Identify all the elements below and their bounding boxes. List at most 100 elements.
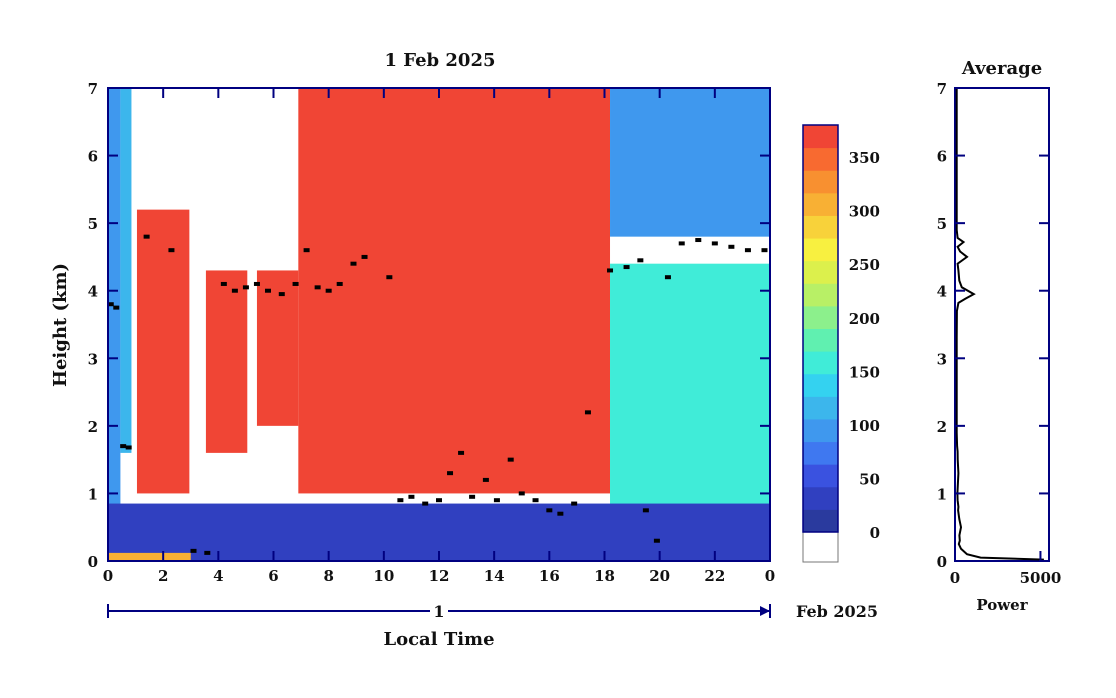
colorbar-tick-label: 200 — [849, 310, 880, 328]
cloud-base-point — [458, 450, 465, 455]
y-tick-label: 3 — [88, 350, 98, 368]
colorbar-swatch — [803, 283, 838, 307]
average-x-axis-label: Power — [976, 596, 1028, 614]
colorbar-swatch — [803, 396, 838, 420]
cloud-base-point — [728, 244, 735, 249]
average-power-line — [955, 88, 1044, 561]
cloud-base-point — [204, 550, 211, 555]
x-tick-label: 4 — [213, 567, 223, 585]
cloud-base-point — [113, 305, 120, 310]
colorbar-swatch — [803, 305, 838, 329]
colorbar-swatch — [803, 238, 838, 262]
y-tick-label: 5 — [88, 215, 98, 233]
heatmap-region — [136, 209, 190, 494]
date-range-bar: 1 Feb 2025 — [107, 602, 878, 621]
colorbar-swatch — [803, 441, 838, 465]
average-y-tick-label: 5 — [937, 215, 947, 233]
cloud-base-point — [397, 498, 404, 503]
cloud-base-point — [314, 285, 321, 290]
cloud-base-point — [469, 494, 476, 499]
colorbar-swatch — [803, 125, 838, 149]
cloud-base-point — [571, 501, 578, 506]
colorbar-tick-label: 50 — [859, 470, 880, 488]
average-y-tick-label: 7 — [937, 80, 947, 98]
heatmap-y-ticks: 0 1 2 3 4 5 6 7 — [88, 80, 770, 571]
colorbar-swatch — [803, 328, 838, 352]
heatmap-region — [298, 88, 611, 494]
cloud-base-point — [336, 281, 343, 286]
colorbar-swatch — [803, 170, 838, 194]
x-tick-label: 22 — [704, 567, 725, 585]
cloud-base-point — [231, 288, 238, 293]
x-tick-label: 0 — [765, 567, 775, 585]
colorbar-swatch — [803, 418, 838, 443]
colorbar-tick-label: 250 — [849, 256, 880, 274]
heatmap-x-ticks: 0 2 4 6 8 10 12 14 16 18 20 22 0 — [103, 88, 775, 585]
x-tick-label: 12 — [429, 567, 450, 585]
average-frame — [954, 87, 1050, 562]
colorbar-frame — [802, 124, 839, 533]
cloud-base-point — [584, 410, 591, 415]
cloud-base-point — [744, 248, 751, 253]
cloud-base-point — [653, 538, 660, 543]
heatmap-cells — [108, 88, 770, 561]
average-y-tick-label: 1 — [937, 485, 947, 503]
average-y-tick-label: 2 — [937, 418, 947, 436]
colorbar: 0 50 100 150 200 250 300 350 — [802, 124, 880, 563]
cloud-base-point — [220, 281, 227, 286]
average-y-tick-label: 4 — [937, 283, 947, 301]
heatmap-title: 1 Feb 2025 — [385, 50, 496, 71]
y-tick-label: 7 — [88, 80, 98, 98]
cloud-base-point — [532, 498, 539, 503]
colorbar-swatch — [803, 373, 838, 397]
heatmap-region — [120, 88, 132, 453]
cloud-base-point — [350, 261, 357, 266]
colorbar-tick-label: 0 — [870, 524, 880, 542]
colorbar-swatch — [803, 509, 838, 533]
cloud-base-point — [303, 248, 310, 253]
cloud-base-point — [507, 457, 514, 462]
cloud-base-point — [168, 248, 175, 253]
average-y-tick-label: 6 — [937, 148, 947, 166]
colorbar-tick-label: 350 — [849, 149, 880, 167]
x-tick-label: 18 — [594, 567, 615, 585]
cloud-base-point — [253, 281, 260, 286]
colorbar-swatch — [803, 192, 838, 216]
cloud-base-point — [361, 254, 368, 259]
heatmap-region — [610, 88, 770, 237]
cloud-base-point — [546, 508, 553, 513]
average-title: Average — [961, 58, 1042, 79]
colorbar-swatch — [803, 215, 838, 239]
cloud-base-point — [292, 281, 299, 286]
x-tick-label: 14 — [484, 567, 505, 585]
cloud-base-point — [120, 444, 127, 449]
cloud-base-point — [711, 241, 718, 246]
cloud-base-point — [482, 477, 489, 482]
cloud-base-point — [264, 288, 271, 293]
x-tick-label: 8 — [323, 567, 333, 585]
x-tick-label: 6 — [268, 567, 278, 585]
cloud-base-point — [436, 498, 442, 503]
cloud-base-point — [107, 302, 114, 307]
cloud-base-point — [278, 292, 285, 297]
x-tick-label: 16 — [539, 567, 560, 585]
y-tick-label: 4 — [88, 283, 98, 301]
colorbar-tick-labels: 0 50 100 150 200 250 300 350 — [849, 149, 880, 542]
colorbar-swatch — [803, 464, 838, 488]
colorbar-swatch — [803, 351, 838, 375]
colorbar-swatches — [803, 125, 838, 533]
colorbar-swatch — [803, 147, 838, 171]
average-x-tick-label: 5000 — [1020, 569, 1062, 587]
cloud-base-point — [761, 248, 768, 253]
cloud-base-point — [642, 508, 649, 513]
average-x-ticks: 0 5000 — [950, 551, 1062, 587]
cloud-base-point — [143, 234, 150, 239]
cloud-base-point — [493, 498, 500, 503]
colorbar-swatch — [803, 486, 838, 510]
colorbar-swatch — [803, 260, 838, 284]
y-tick-label: 1 — [88, 485, 98, 503]
heatmap-x-axis-label: Local Time — [383, 629, 494, 650]
x-tick-label: 10 — [373, 567, 394, 585]
average-y-tick-label: 3 — [937, 350, 947, 368]
y-tick-label: 2 — [88, 418, 98, 436]
